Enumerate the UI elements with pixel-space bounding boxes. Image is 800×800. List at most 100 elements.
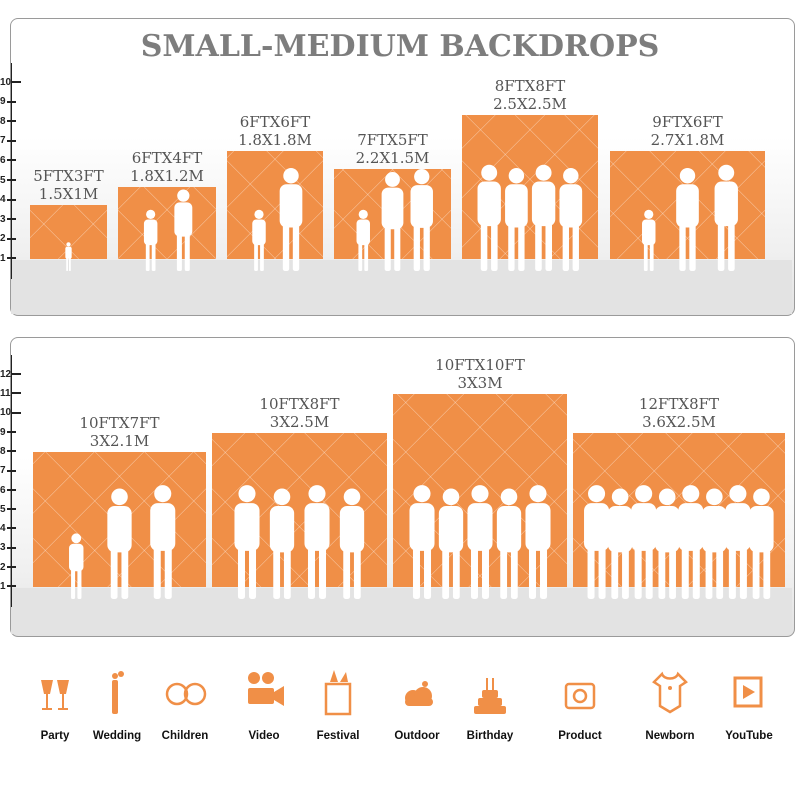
backdrop-bar (227, 151, 323, 259)
size-feet: 9FTX6FT (652, 113, 723, 131)
play-button-icon (714, 668, 784, 718)
adult-silhouette (496, 488, 522, 599)
ruler-tick: 3 (0, 214, 16, 226)
category-label: Birthday (466, 730, 514, 742)
adult-silhouette (702, 488, 727, 599)
size-feet: 8FTX8FT (494, 77, 566, 95)
cloud-icon (382, 668, 452, 718)
adult-silhouette (409, 485, 435, 599)
adult-silhouette (631, 485, 657, 599)
tick-label: 4 (0, 194, 6, 206)
ruler-tick: 7 (0, 465, 16, 477)
category-birthday: Birthday (455, 668, 525, 742)
tick-mark (12, 80, 22, 83)
size-label: 7FTX5FT 2.2X1.5M (356, 131, 430, 167)
category-label: Newborn (645, 730, 695, 742)
category-newborn: Newborn (635, 668, 705, 742)
tick-mark (6, 566, 16, 569)
child-silhouette (69, 533, 84, 599)
ruler-tick: 8 (0, 116, 16, 128)
ruler-axis (11, 63, 12, 279)
adult-silhouette (65, 242, 72, 271)
adult-silhouette (655, 488, 680, 599)
size-meters: 1.8X1.8M (238, 131, 312, 149)
adult-silhouette (725, 485, 751, 599)
ruler-tick: 6 (0, 155, 16, 167)
tick-mark (6, 488, 16, 491)
category-children: Children (150, 668, 220, 742)
size-meters: 3X3M (457, 374, 503, 392)
size-label: 9FTX6FT 2.7X1.8M (651, 113, 725, 149)
tick-label: 9 (0, 426, 6, 438)
tick-mark (6, 430, 16, 433)
size-meters: 1.5X1M (38, 185, 99, 203)
birthday-cake-icon (455, 668, 525, 718)
tick-mark (12, 411, 22, 414)
tick-mark (6, 508, 16, 511)
size-label: 10FTX7FT 3X2.1M (79, 414, 159, 450)
size-label: 8FTX8FT 2.5X2.5M (493, 77, 567, 113)
ground-strip (11, 260, 792, 314)
category-festival: Festival (303, 668, 373, 742)
ruler-tick: 10 (0, 407, 22, 419)
size-label: 5FTX3FT 1.5X1M (33, 167, 104, 203)
adult-silhouette (505, 167, 528, 271)
tick-mark (6, 218, 16, 221)
tick-mark (6, 159, 16, 162)
size-label: 12FTX8FT 3.6X2.5M (639, 395, 719, 431)
size-feet: 7FTX5FT (357, 131, 428, 149)
adult-silhouette (467, 485, 493, 599)
category-label: Outdoor (394, 730, 440, 742)
category-youtube: YouTube (714, 668, 784, 742)
adult-silhouette (234, 485, 260, 599)
tick-label: 11 (0, 388, 11, 399)
adult-silhouette (339, 488, 365, 599)
adult-silhouette (410, 169, 433, 271)
ruler-tick: 1 (0, 253, 16, 265)
adult-silhouette (607, 488, 633, 599)
baby-onesie-icon (635, 668, 705, 718)
category-label: Video (248, 730, 280, 742)
page-title: SMALL-MEDIUM BACKDROPS (140, 29, 660, 64)
champagne-glasses-icon (20, 668, 90, 718)
adult-silhouette (678, 485, 704, 599)
tick-label: 1 (0, 253, 6, 264)
size-feet: 10FTX10FT (435, 356, 525, 374)
category-label: Product (558, 730, 602, 742)
ruler-tick: 5 (0, 175, 16, 187)
adult-silhouette (304, 485, 330, 599)
tick-label: 7 (0, 465, 6, 477)
adult-silhouette (531, 164, 556, 271)
category-label: Wedding (92, 730, 142, 742)
child-silhouette (143, 209, 158, 271)
camera-icon (545, 668, 615, 718)
size-meters: 2.2X1.5M (355, 149, 430, 167)
child-silhouette (252, 209, 266, 271)
size-feet: 6FTX4FT (131, 149, 203, 167)
tick-mark (6, 527, 16, 530)
tick-mark (12, 373, 22, 376)
tick-label: 2 (0, 561, 6, 573)
ruler-tick: 8 (0, 446, 16, 458)
ruler-axis (11, 355, 12, 607)
tick-label: 1 (0, 581, 6, 592)
tick-label: 3 (0, 213, 6, 225)
ruler-tick: 1 (0, 581, 16, 593)
category-label: Children (161, 730, 209, 742)
adult-silhouette (676, 167, 699, 271)
category-label: Festival (316, 730, 360, 742)
adult-silhouette (584, 485, 610, 599)
tick-label: 3 (0, 542, 6, 554)
tick-mark (6, 178, 16, 181)
size-feet: 12FTX8FT (638, 394, 720, 413)
size-label: 6FTX4FT 1.8X1.2M (130, 149, 204, 185)
couple-icon (82, 668, 152, 718)
size-feet: 5FTX3FT (33, 167, 104, 185)
size-meters: 1.8X1.2M (130, 167, 204, 185)
ruler-tick: 4 (0, 523, 16, 535)
